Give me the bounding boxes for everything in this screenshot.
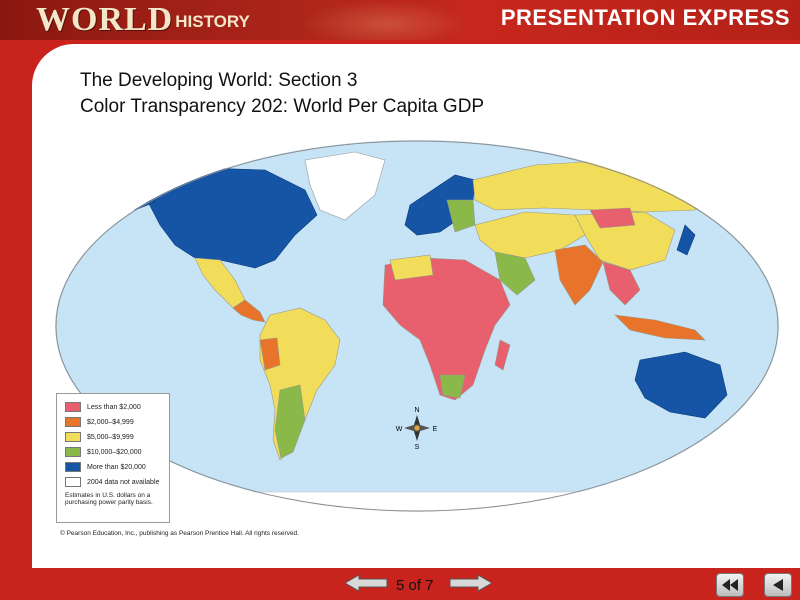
legend-item: $5,000–$9,999 [65, 432, 134, 442]
slide-counter: 5 of 7 [396, 577, 434, 594]
previous-slide-arrow-icon[interactable] [345, 574, 389, 592]
next-slide-arrow-icon[interactable] [448, 574, 492, 592]
north-america [146, 167, 318, 269]
rewind-icon [722, 579, 738, 591]
north-africa [389, 254, 434, 281]
header-decoration [300, 0, 470, 40]
legend-swatch [65, 477, 81, 487]
brand-sub-text: HISTORY [175, 12, 250, 31]
rewind-button[interactable] [716, 573, 744, 597]
legend-swatch [65, 402, 81, 412]
world-history-logo: WORLD HISTORY [36, 2, 250, 38]
legend-swatch [65, 432, 81, 442]
header-bar: WORLD HISTORY PRESENTATION EXPRESS [0, 0, 800, 40]
slide-title: The Developing World: Section 3 Color Tr… [80, 68, 484, 120]
compass-e: E [433, 426, 438, 433]
argentina-chile [274, 384, 306, 459]
madagascar [494, 339, 511, 371]
legend-label: More than $20,000 [87, 463, 146, 471]
legend-item: More than $20,000 [65, 462, 146, 472]
compass-n: N [414, 407, 419, 414]
legend-label: 2004 data not available [87, 478, 160, 486]
legend-label: $5,000–$9,999 [87, 433, 134, 441]
western-europe [404, 174, 476, 236]
compass-w: W [396, 426, 403, 433]
greenland [304, 151, 386, 221]
india [554, 244, 604, 306]
indonesia [614, 314, 706, 341]
andes-countries [259, 337, 281, 371]
australia [634, 351, 728, 419]
japan [676, 224, 696, 256]
legend-item: Less than $2,000 [65, 402, 141, 412]
compass-rose: N S E W [396, 407, 438, 451]
new-zealand [736, 409, 756, 436]
back-button[interactable] [764, 573, 792, 597]
mongolia [589, 207, 636, 229]
footer-bar [0, 568, 800, 600]
legend-label: $2,000–$4,999 [87, 418, 134, 426]
arabian-peninsula [494, 251, 536, 296]
world-map-svg: N S E W [55, 140, 779, 512]
africa [382, 257, 511, 401]
back-icon [773, 579, 783, 591]
southeast-asia [602, 261, 641, 306]
product-title: PRESENTATION EXPRESS [500, 5, 790, 30]
central-america [232, 299, 266, 323]
slide-title-line-1: The Developing World: Section 3 [80, 70, 358, 91]
slide-title-line-2: Color Transparency 202: World Per Capita… [80, 96, 485, 117]
legend-item: 2004 data not available [65, 477, 159, 487]
brand-main-text: WORLD [36, 1, 174, 38]
compass-s: S [415, 444, 420, 451]
world-map: N S E W [55, 140, 780, 512]
legend-label: Less than $2,000 [87, 403, 141, 411]
legend-note: Estimates in U.S. dollars on a purchasin… [65, 492, 153, 506]
southern-africa [439, 374, 466, 399]
legend-label: $10,000–$20,000 [87, 448, 142, 456]
legend-item: $10,000–$20,000 [65, 447, 142, 457]
map-legend: Less than $2,000 $2,000–$4,999 $5,000–$9… [56, 393, 170, 523]
copyright-text: © Pearson Education, Inc., publishing as… [60, 530, 299, 537]
legend-swatch [65, 417, 81, 427]
legend-swatch [65, 447, 81, 457]
legend-swatch [65, 462, 81, 472]
map-border [55, 140, 779, 512]
legend-item: $2,000–$4,999 [65, 417, 134, 427]
